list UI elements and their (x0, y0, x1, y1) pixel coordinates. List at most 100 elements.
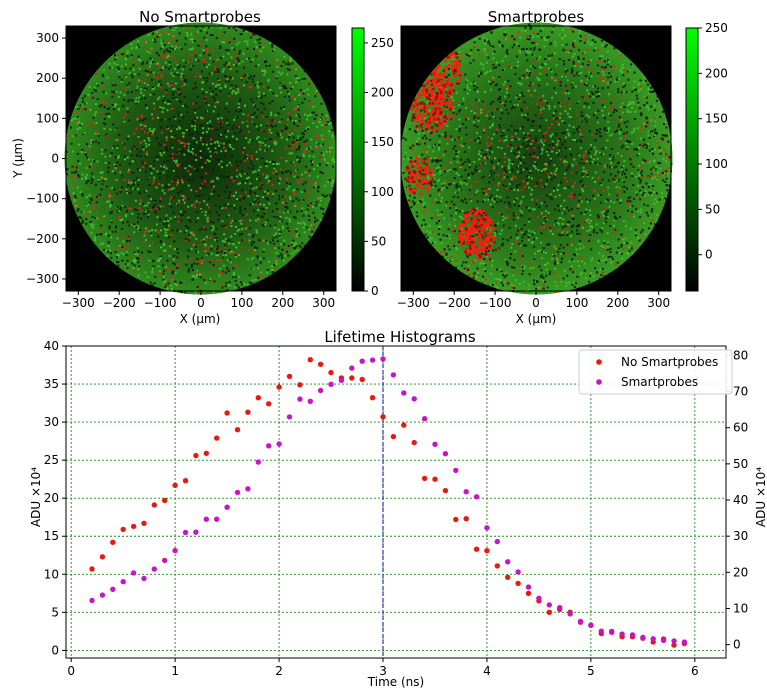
image-speckle (641, 161, 644, 164)
image-speckle (653, 159, 656, 162)
image-speckle (613, 180, 616, 183)
image-speckle (573, 44, 576, 47)
image-speckle (85, 177, 88, 180)
image-speckle (586, 89, 588, 92)
image-speckle (204, 96, 207, 99)
image-speckle (155, 31, 158, 34)
image-speckle (185, 263, 188, 266)
image-speckle (87, 203, 90, 206)
image-speckle (145, 88, 148, 91)
image-speckle (302, 221, 305, 224)
image-speckle (259, 166, 262, 169)
image-speckle (235, 52, 238, 55)
image-speckle (182, 198, 185, 201)
image-speckle (271, 45, 274, 48)
image-speckle (651, 194, 654, 197)
image-speckle (200, 209, 203, 212)
image-speckle (207, 218, 210, 221)
image-speckle (651, 148, 654, 151)
image-speckle (527, 89, 530, 92)
image-speckle (626, 251, 629, 254)
image-speckle (137, 274, 140, 277)
image-speckle (455, 67, 458, 69)
image-speckle (580, 140, 583, 143)
image-speckle (278, 246, 281, 249)
image-speckle (582, 175, 585, 178)
image-speckle (239, 211, 242, 214)
image-speckle (585, 120, 588, 123)
image-speckle (276, 240, 279, 243)
image-speckle (265, 115, 268, 118)
image-speckle (300, 137, 303, 140)
image-speckle (585, 153, 588, 156)
image-speckle (319, 204, 322, 207)
image-speckle (139, 59, 142, 62)
image-speckle (633, 71, 636, 74)
image-speckle (205, 143, 208, 146)
image-speckle (540, 152, 543, 155)
image-speckle (650, 168, 653, 171)
image-speckle (222, 68, 225, 71)
image-speckle (550, 172, 553, 175)
image-speckle (174, 271, 177, 274)
image-speckle (427, 175, 430, 178)
image-speckle (631, 101, 634, 104)
image-speckle (226, 64, 229, 67)
image-speckle (521, 110, 523, 113)
image-speckle (597, 92, 600, 95)
image-speckle (404, 151, 407, 154)
image-speckle (549, 230, 552, 233)
image-speckle (602, 254, 604, 257)
image-speckle (135, 226, 138, 229)
image-speckle (273, 260, 276, 263)
image-speckle (573, 260, 575, 263)
image-speckle (77, 143, 80, 146)
image-speckle (532, 72, 535, 75)
image-speckle (565, 168, 568, 171)
image-speckle (231, 47, 234, 50)
image-speckle (577, 72, 580, 75)
image-speckle (558, 194, 561, 197)
image-speckle (177, 66, 180, 69)
image-speckle (556, 143, 559, 146)
image-speckle (212, 82, 214, 85)
image-speckle (438, 193, 441, 196)
image-speckle (542, 277, 545, 280)
image-speckle (111, 90, 114, 93)
image-speckle (554, 247, 557, 250)
image-speckle (459, 215, 462, 218)
image-speckle (580, 120, 583, 123)
image-speckle (156, 216, 159, 219)
image-speckle (640, 88, 643, 91)
image-speckle (266, 198, 269, 201)
image-speckle (152, 167, 155, 170)
image-speckle (151, 284, 154, 286)
image-speckle (612, 178, 615, 181)
image-speckle (421, 153, 424, 156)
image-speckle (207, 197, 210, 200)
image-speckle (158, 173, 161, 175)
image-speckle (271, 43, 274, 46)
image-speckle (580, 72, 583, 75)
image-speckle (255, 96, 258, 99)
image-speckle (651, 149, 654, 152)
image-speckle (228, 76, 231, 79)
image-speckle (654, 128, 657, 131)
image-speckle (467, 268, 470, 271)
image-speckle (314, 95, 317, 98)
image-speckle (250, 184, 253, 187)
image-speckle (137, 183, 140, 186)
image-speckle (495, 248, 498, 251)
image-speckle (200, 124, 203, 127)
image-speckle (594, 189, 597, 192)
image-speckle (176, 71, 179, 74)
left-image-texture (65, 24, 336, 295)
image-speckle (503, 68, 506, 71)
image-speckle (652, 152, 654, 155)
image-speckle (286, 90, 289, 93)
image-speckle (117, 138, 120, 141)
image-speckle (177, 111, 180, 114)
image-speckle (93, 204, 96, 207)
image-speckle (218, 159, 221, 161)
image-speckle (592, 96, 595, 99)
